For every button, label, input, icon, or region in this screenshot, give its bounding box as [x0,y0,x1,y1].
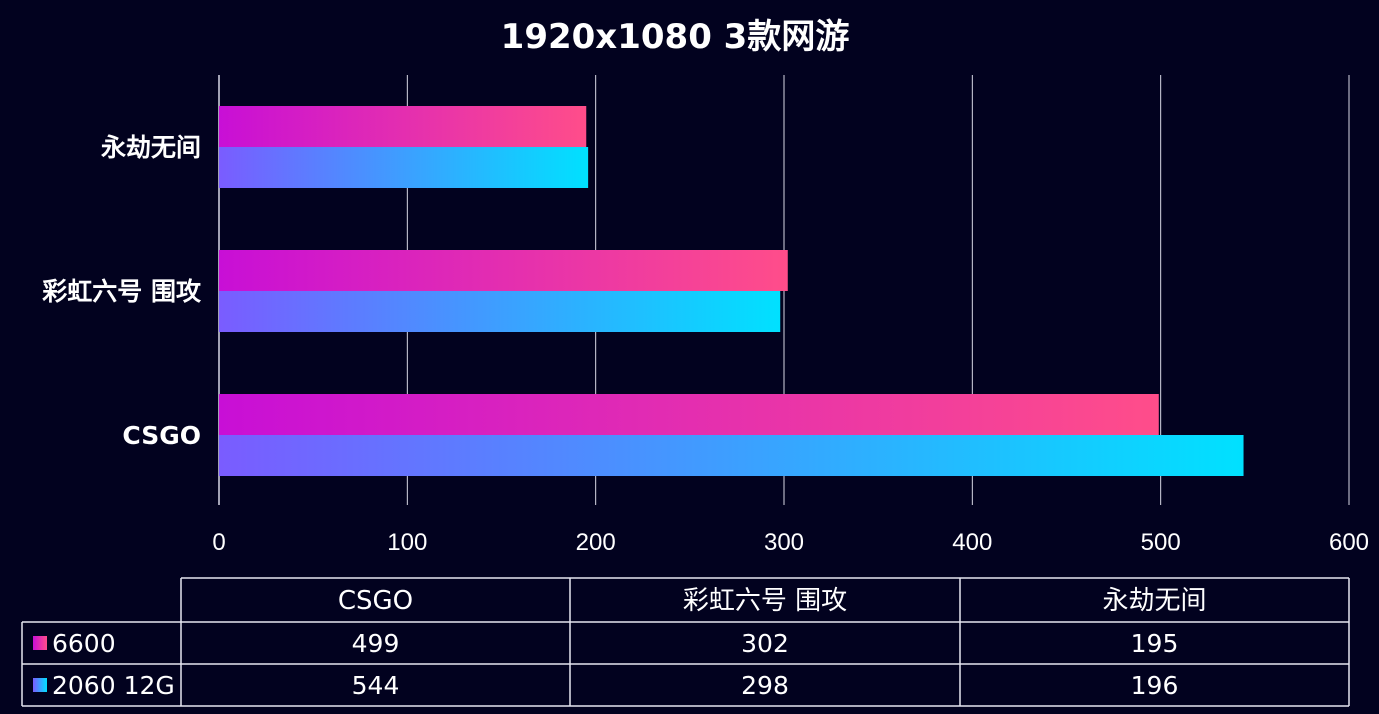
chart-title: 1920x1080 3款网游 [501,17,850,57]
category-label: 彩虹六号 围攻 [42,277,202,306]
table-header-cell: 永劫无间 [1102,586,1206,616]
table-value-cell: 544 [352,671,400,700]
x-tick-label: 200 [576,529,616,556]
table-header-cell: CSGO [338,586,413,616]
category-label: 永劫无间 [101,133,201,162]
x-tick-label: 600 [1329,529,1369,556]
table-header-cell: 彩虹六号 围攻 [683,586,847,616]
x-tick-label: 0 [212,529,225,556]
category-labels: CSGO 彩虹六号 围攻 永劫无间 [42,133,202,450]
data-table: CSGO 彩虹六号 围攻 永劫无间 6600 499 302 195 2060 12G 544 2… [21,577,1350,707]
x-tick-label: 300 [764,529,804,556]
bars [219,106,1244,476]
x-tick-label: 400 [952,529,992,556]
x-axis-ticks: 0 100 200 300 400 500 600 [212,529,1369,556]
table-value-cell: 195 [1131,629,1179,658]
legend-swatch [33,636,47,650]
bar-2060 [219,291,781,332]
bar-6600 [219,394,1159,435]
legend-swatch [33,678,47,692]
category-label: CSGO [122,421,201,450]
bar-2060 [219,435,1244,476]
table-value-cell: 302 [741,629,789,658]
table-value-cell: 499 [352,629,400,658]
series-name: 2060 12G [52,671,175,700]
series-name: 6600 [52,629,116,658]
table-value-cell: 196 [1131,671,1179,700]
x-tick-label: 500 [1141,529,1181,556]
bar-6600 [219,250,788,291]
x-tick-label: 100 [387,529,427,556]
bar-6600 [219,106,587,147]
bar-2060 [219,147,589,188]
table-value-cell: 298 [741,671,789,700]
